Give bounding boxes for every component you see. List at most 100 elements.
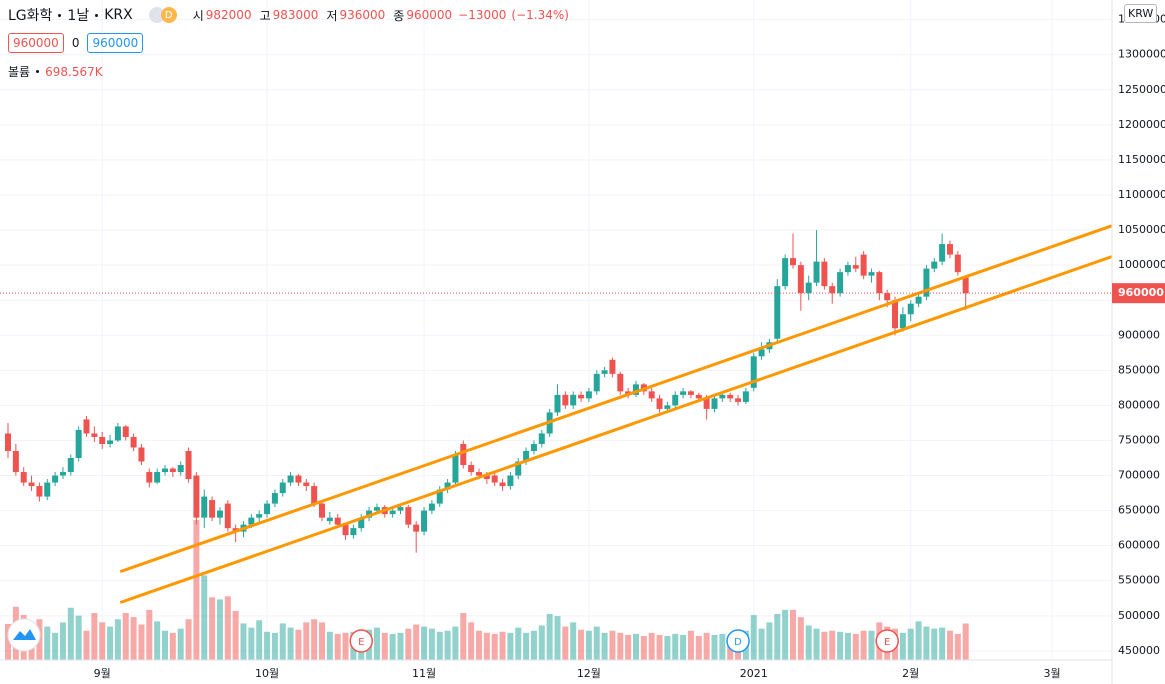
volume-bar — [680, 634, 687, 660]
volume-bar — [256, 620, 263, 660]
candle-body — [585, 391, 592, 399]
event-marker — [726, 629, 750, 653]
candle-body — [758, 349, 765, 357]
candle-body — [593, 373, 600, 392]
candle-body — [146, 472, 153, 483]
candle-body — [248, 517, 255, 525]
volume-bar — [672, 633, 679, 660]
candle-body — [837, 272, 844, 294]
volume-bar — [515, 627, 522, 660]
candle-body — [83, 419, 90, 434]
volume-bar — [201, 575, 208, 660]
candle-body — [750, 356, 757, 388]
candle-body — [774, 286, 781, 339]
candle-body — [923, 268, 930, 297]
y-tick-label: 1150000 — [1118, 153, 1165, 166]
volume-bar — [193, 520, 200, 660]
candle-body — [844, 265, 851, 273]
volume-bar — [837, 631, 844, 660]
candle-body — [617, 373, 624, 392]
buy-button[interactable]: 960000 — [87, 33, 144, 53]
volume-bar — [868, 630, 875, 660]
volume-bar — [59, 622, 66, 660]
sell-button[interactable]: 960000 — [8, 33, 64, 53]
candle-body — [711, 398, 718, 409]
candle-body — [852, 265, 859, 269]
candle-body — [287, 475, 294, 483]
candle-body — [75, 429, 82, 459]
volume-bar — [83, 630, 90, 660]
candle-body — [334, 517, 341, 525]
volume-bar — [962, 623, 969, 660]
volume-bar — [475, 630, 482, 660]
volume-bar — [813, 628, 820, 660]
badge[interactable]: D — [160, 7, 177, 23]
volume-bar — [146, 609, 153, 660]
spread: 0 — [71, 36, 80, 50]
volume-bar — [719, 633, 726, 660]
currency[interactable]: KRW — [1124, 4, 1158, 23]
candle-body — [468, 465, 475, 473]
last-price-label: 960000 — [1118, 286, 1164, 299]
volume-bar — [687, 630, 694, 660]
candle-body — [813, 261, 820, 283]
x-tick-label: 10월 — [255, 667, 279, 680]
volume-bar — [507, 632, 514, 660]
volume-bar — [428, 628, 435, 660]
candle-body — [680, 391, 687, 395]
volume-bar — [421, 626, 428, 660]
candle-body — [538, 433, 545, 444]
volume-bar — [397, 632, 404, 660]
candle-body — [452, 454, 459, 483]
candle-body — [185, 450, 192, 480]
candle-body — [695, 394, 702, 399]
x-tick-label: 3월 — [1043, 667, 1060, 680]
volume-bar — [578, 629, 585, 660]
separator — [95, 13, 99, 17]
candle-body — [515, 461, 522, 476]
volume-bar — [711, 634, 718, 660]
candle-body — [664, 405, 671, 409]
candle-body — [67, 458, 74, 473]
x-tick-label: 12월 — [577, 667, 601, 680]
y-tick-label: 450000 — [1118, 644, 1160, 657]
volume-bar — [601, 632, 608, 660]
volume-bar — [538, 625, 545, 660]
volume-bar — [326, 631, 333, 660]
candle-body — [632, 384, 639, 395]
candle-body — [177, 465, 184, 473]
candle-body — [59, 472, 66, 476]
candle-body — [428, 503, 435, 511]
interval[interactable]: 1날 — [67, 8, 90, 24]
volume-bar — [460, 612, 467, 660]
candle-body — [209, 500, 216, 518]
y-tick-label: 850000 — [1118, 363, 1160, 376]
candle-body — [507, 475, 514, 487]
candle-body — [915, 296, 922, 304]
volume-bar — [844, 632, 851, 660]
event-label: E — [358, 637, 364, 648]
candle-body — [20, 472, 27, 483]
candle-body — [735, 398, 742, 402]
volume-bar — [931, 628, 938, 660]
candle-body — [530, 443, 537, 451]
x-tick-label: 2월 — [902, 667, 919, 680]
logo[interactable] — [7, 618, 41, 652]
event-marker — [875, 629, 899, 653]
volume-bar — [381, 632, 388, 660]
symbol[interactable]: LG화학 — [8, 8, 53, 24]
volume-bar — [648, 632, 655, 660]
candle-body — [342, 524, 349, 536]
last-price-box — [1112, 283, 1165, 304]
candle-body — [578, 394, 585, 399]
candle-body — [91, 433, 98, 437]
candle-body — [829, 286, 836, 294]
volume-bar — [444, 630, 451, 660]
candle-body — [122, 426, 129, 437]
candle-body — [397, 507, 404, 511]
volume-bar — [169, 632, 176, 660]
candle-body — [499, 482, 506, 487]
candle-body — [303, 482, 310, 487]
candle-body — [99, 436, 106, 444]
